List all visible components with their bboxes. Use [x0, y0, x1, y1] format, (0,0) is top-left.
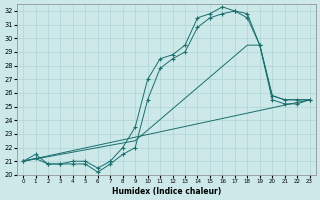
X-axis label: Humidex (Indice chaleur): Humidex (Indice chaleur): [112, 187, 221, 196]
